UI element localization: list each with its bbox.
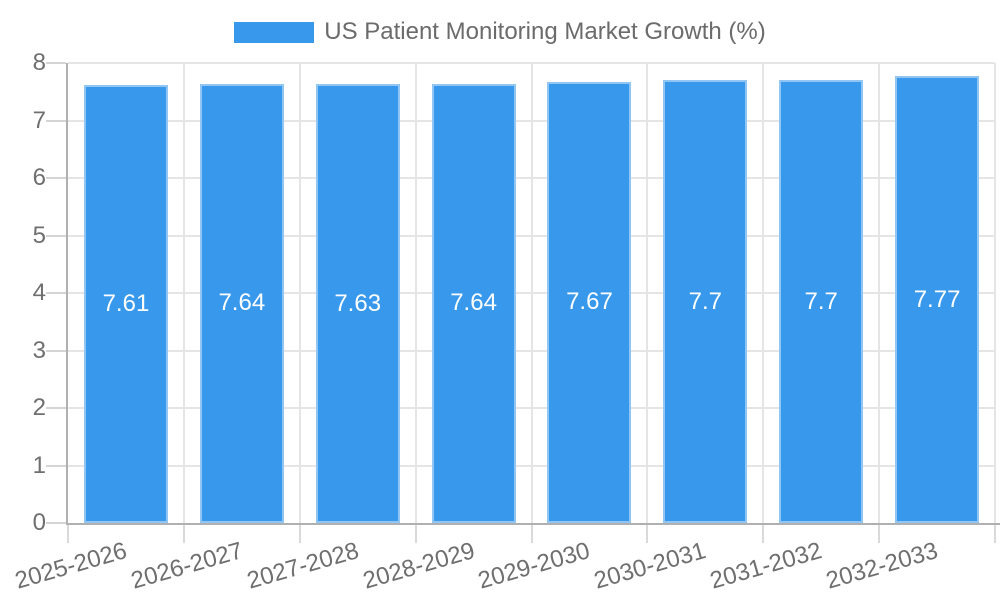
y-axis-label: 8	[32, 49, 46, 76]
y-axis-label: 3	[32, 336, 46, 364]
y-axis-label: 5	[32, 221, 46, 249]
y-axis-tick	[46, 464, 66, 467]
plot-area: 0 1 2 3 4 5 6 7 8 7.61 7.64 7.63 7.64 7.67 7.7 7.7 7.77 2…	[12, 51, 1000, 595]
x-axis-tick	[298, 525, 301, 543]
x-axis-tick	[182, 525, 185, 543]
bar-value-label: 7.64	[218, 289, 266, 317]
bar[interactable]: 7.77	[895, 76, 980, 523]
gridline-vertical	[762, 63, 765, 523]
gridline-vertical	[646, 63, 649, 523]
gridline-vertical	[878, 63, 881, 523]
gridline-vertical	[414, 63, 417, 523]
gridline-vertical	[994, 63, 996, 523]
y-axis-tick	[46, 177, 66, 179]
bar[interactable]: 7.63	[315, 84, 400, 523]
x-axis-tick	[530, 525, 533, 543]
x-axis-line	[66, 523, 1000, 525]
bar[interactable]: 7.7	[779, 80, 864, 523]
y-axis-tick	[46, 407, 66, 409]
x-axis-tick	[994, 525, 996, 543]
bar-value-label: 7.67	[566, 288, 613, 316]
y-axis-label: 7	[32, 106, 46, 134]
x-axis-tick	[762, 525, 765, 543]
y-axis-label: 4	[32, 279, 46, 306]
x-axis-tick	[67, 525, 69, 543]
bar[interactable]: 7.61	[83, 85, 168, 523]
bar-value-label: 7.7	[804, 287, 838, 315]
gridline-vertical	[530, 63, 533, 523]
bar-value-label: 7.63	[334, 289, 382, 317]
legend-label: US Patient Monitoring Market Growth (%)	[324, 18, 766, 45]
y-axis-label: 6	[32, 164, 46, 191]
x-axis-tick	[878, 525, 881, 543]
chart-legend[interactable]: US Patient Monitoring Market Growth (%)	[0, 20, 1000, 44]
bar-value-label: 7.77	[913, 285, 961, 313]
x-axis-tick	[646, 525, 649, 543]
y-axis-label: 1	[32, 451, 46, 479]
bar[interactable]: 7.64	[431, 83, 516, 523]
x-axis-tick	[414, 525, 417, 543]
gridline-vertical	[298, 63, 301, 523]
legend-swatch	[234, 21, 315, 43]
bar[interactable]: 7.67	[547, 81, 632, 523]
y-axis-tick	[46, 62, 66, 64]
y-axis-label: 0	[32, 509, 46, 536]
y-axis-tick	[46, 522, 66, 524]
bar[interactable]: 7.64	[199, 83, 284, 523]
y-axis-tick	[46, 349, 66, 352]
bar-value-label: 7.64	[450, 289, 497, 317]
y-axis-line	[66, 63, 68, 525]
bar[interactable]: 7.7	[663, 80, 748, 523]
y-axis-tick	[46, 292, 66, 294]
gridline-vertical	[182, 63, 185, 523]
y-axis-tick	[46, 119, 66, 122]
bar-value-label: 7.7	[688, 287, 722, 315]
y-axis-label: 2	[32, 394, 46, 421]
y-axis-tick	[46, 234, 66, 237]
bar-value-label: 7.61	[102, 290, 150, 318]
